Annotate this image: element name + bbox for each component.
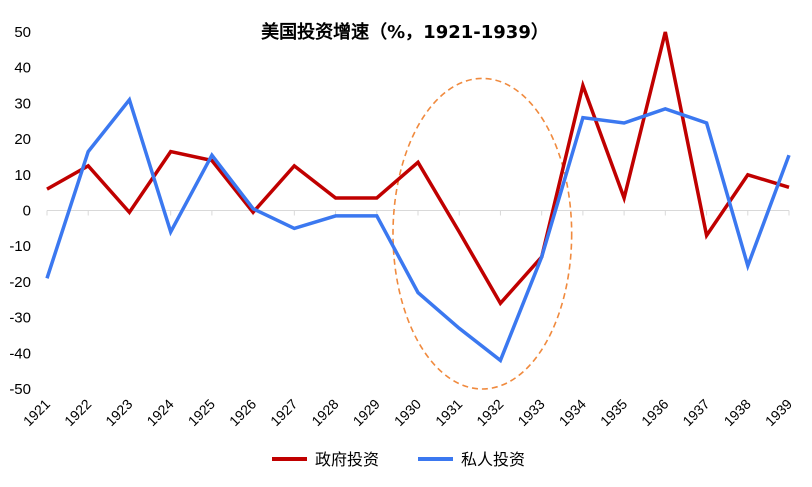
y-tick-label: 30: [14, 95, 31, 112]
x-tick-label: 1923: [102, 396, 135, 429]
x-tick-label: 1929: [350, 396, 383, 429]
x-tick-label: 1931: [432, 396, 465, 429]
x-tick-label: 1939: [762, 396, 795, 429]
y-tick-label: 10: [14, 167, 31, 184]
x-tick-label: 1935: [597, 396, 630, 429]
x-tick-label: 1927: [267, 396, 300, 429]
series-line-0: [46, 31, 790, 307]
annotation-layer: [392, 77, 573, 390]
y-axis: 50 40 30 20 10 0 -10 -20 -30 -40 -50: [9, 24, 31, 398]
y-tick-label: 20: [14, 131, 31, 148]
legend-label-0: 政府投资: [315, 450, 379, 469]
highlight-ellipse: [392, 77, 573, 390]
x-tick-label: 1938: [721, 396, 754, 429]
x-tick-label: 1933: [514, 396, 547, 429]
x-tick-label: 1930: [391, 396, 424, 429]
x-tick-label: 1926: [226, 396, 259, 429]
x-tick-label: 1925: [185, 396, 218, 429]
series-layer: [45, 31, 791, 364]
x-tick-label: 1922: [61, 396, 94, 429]
chart-title: 美国投资增速（%，1921-1939）: [261, 21, 549, 43]
y-tick-label: 50: [14, 24, 31, 41]
y-tick-label: -30: [9, 310, 31, 327]
y-tick-label: -50: [9, 381, 31, 398]
series-line-1: [45, 96, 791, 364]
x-tick-label: 1932: [473, 396, 506, 429]
x-tick-label: 1928: [308, 396, 341, 429]
x-tick-label: 1924: [143, 396, 176, 429]
y-tick-label: -10: [9, 238, 31, 255]
y-tick-label: 40: [14, 60, 31, 77]
x-tick-label: 1936: [638, 396, 671, 429]
legend: 政府投资 私人投资: [272, 450, 525, 469]
x-tick-label: 1937: [679, 396, 712, 429]
y-tick-label: 0: [23, 203, 31, 220]
y-tick-label: -40: [9, 345, 31, 362]
legend-label-1: 私人投资: [461, 450, 525, 469]
y-tick-label: -20: [9, 274, 31, 291]
x-tick-label: 1934: [556, 396, 589, 429]
x-tick-label: 1921: [20, 396, 53, 429]
